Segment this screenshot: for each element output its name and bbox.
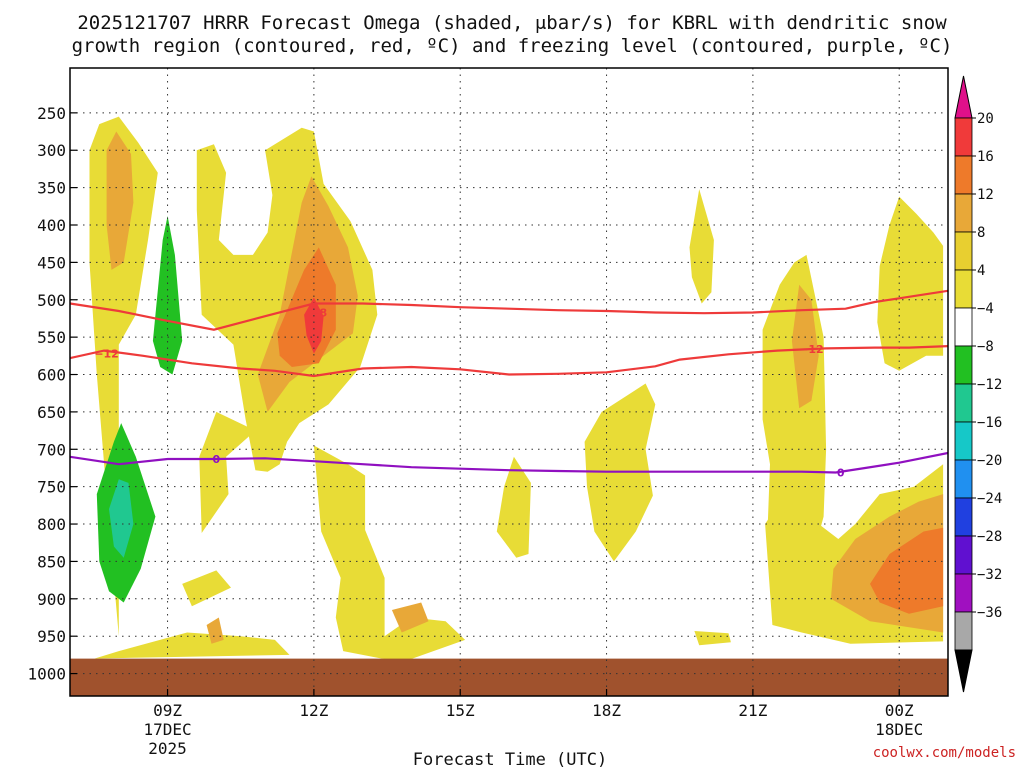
colorbar-swatch-11 [954, 497, 973, 537]
colorbar-swatch-3 [954, 193, 973, 233]
omega-4to8-region-3 [199, 411, 256, 533]
colorbar-swatch-14 [954, 611, 973, 651]
colorbar-swatch-8 [954, 383, 973, 423]
y-tick-label-1000: 1000 [27, 665, 66, 684]
colorbar-label-3: 12 [977, 187, 994, 203]
omega-neg4to8-region-1 [152, 216, 183, 375]
omega-4to8-region-4 [313, 445, 466, 663]
dendritic-top-contour [70, 289, 948, 331]
omega-8to12-region-5 [391, 602, 429, 633]
colorbar-label-14: −36 [977, 605, 1002, 621]
omega-4to8-region-10 [877, 196, 944, 371]
omega-neg8to12-region-1 [109, 479, 134, 558]
colorbar-label-10: −20 [977, 453, 1002, 469]
x-tick-label-18: 18Z [592, 701, 621, 720]
omega-8to12-region-1 [106, 131, 134, 270]
colorbar-label-11: −24 [977, 491, 1002, 507]
x-tick-label-9: 09Z [153, 701, 182, 720]
omega-16to20-region-1 [304, 297, 324, 354]
y-tick-label-650: 650 [37, 403, 66, 422]
y-tick-label-400: 400 [37, 216, 66, 235]
colorbar: 20 16 12 8 4 −4 −8 −12 −16 −20 −24 −28 −32 −36 [954, 75, 1002, 693]
colorbar-label-7: −8 [977, 339, 994, 355]
omega-shading [70, 116, 948, 696]
omega-4to8-region-11 [94, 632, 290, 659]
colorbar-swatch-6 [954, 307, 973, 347]
chart-title-line-1: 2025121707 HRRR Forecast Omega (shaded, … [77, 12, 947, 34]
x-tick-label-24: 00Z [885, 701, 914, 720]
credit-text: coolwx.com/models [873, 745, 1016, 761]
colorbar-bottom-arrow [954, 649, 973, 693]
contour-label-1: −12 [94, 348, 119, 361]
grid-lines [70, 68, 948, 696]
colorbar-swatch-1 [954, 117, 973, 157]
colorbar-label-12: −28 [977, 529, 1002, 545]
x-tick-label-21: 21Z [738, 701, 767, 720]
x-tick-year-9: 2025 [148, 739, 187, 758]
contour-labels: −12 −12 −8 0 0 [94, 306, 845, 479]
omega-4to8-region-5 [496, 456, 531, 558]
colorbar-swatch-7 [954, 345, 973, 385]
colorbar-swatch-12 [954, 535, 973, 575]
omega-4to8-region-13 [694, 631, 731, 646]
omega-4to8-region-7 [689, 189, 714, 304]
y-tick-label-950: 950 [37, 627, 66, 646]
colorbar-label-4: 8 [977, 225, 985, 241]
y-tick-label-900: 900 [37, 590, 66, 609]
y-tick-label-750: 750 [37, 478, 66, 497]
surface-ground-band [70, 658, 948, 696]
contour-label-4: 0 [213, 453, 221, 466]
contour-label-5: 0 [837, 466, 845, 479]
y-tick-label-450: 450 [37, 253, 66, 272]
colorbar-label-9: −16 [977, 415, 1002, 431]
colorbar-label-5: 4 [977, 263, 985, 279]
colorbar-swatch-2 [954, 155, 973, 195]
dendritic-bottom-contour [70, 345, 948, 378]
colorbar-label-6: −4 [977, 301, 994, 317]
y-tick-label-850: 850 [37, 552, 66, 571]
x-tick-date-24: 18DEC [875, 720, 923, 739]
y-tick-label-700: 700 [37, 440, 66, 459]
contour-label-3: −8 [310, 306, 327, 319]
freezing-level-contour [70, 451, 948, 474]
colorbar-label-8: −12 [977, 377, 1002, 393]
omega-8to12-region-3 [791, 284, 819, 409]
pressure-axis: 250 300 350 400 450 500 550 600 650 700 750 800 850 9… [27, 104, 77, 684]
colorbar-swatch-5 [954, 269, 973, 309]
y-tick-label-800: 800 [37, 515, 66, 534]
x-tick-date-9: 17DEC [143, 720, 191, 739]
colorbar-swatch-10 [954, 459, 973, 499]
x-tick-label-12: 12Z [299, 701, 328, 720]
colorbar-label-1: 20 [977, 111, 994, 127]
omega-8to12-region-6 [206, 617, 224, 644]
plot-frame [69, 67, 949, 697]
omega-12to16-region-2 [870, 527, 944, 614]
y-tick-label-350: 350 [37, 179, 66, 198]
contour-label-2: −12 [799, 343, 824, 356]
y-tick-label-250: 250 [37, 104, 66, 123]
x-tick-label-15: 15Z [446, 701, 475, 720]
y-tick-label-300: 300 [37, 141, 66, 160]
colorbar-swatch-13 [954, 573, 973, 613]
colorbar-swatch-9 [954, 421, 973, 461]
colorbar-label-13: −32 [977, 567, 1002, 583]
contour-lines [70, 289, 948, 474]
colorbar-swatch-4 [954, 231, 973, 271]
omega-4to8-region-1 [89, 116, 158, 637]
y-tick-label-600: 600 [37, 366, 66, 385]
y-tick-label-550: 550 [37, 328, 66, 347]
y-tick-label-500: 500 [37, 291, 66, 310]
chart-title-line-2: growth region (contoured, red, ºC) and f… [72, 35, 953, 57]
colorbar-label-2: 16 [977, 149, 994, 165]
x-axis-label: Forecast Time (UTC) [413, 750, 607, 768]
colorbar-top-arrow [954, 75, 973, 119]
omega-4to8-region-12 [182, 570, 231, 607]
